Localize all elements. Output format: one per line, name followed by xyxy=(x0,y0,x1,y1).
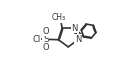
Text: N: N xyxy=(72,24,78,33)
Text: S: S xyxy=(43,35,49,44)
Text: O: O xyxy=(43,43,50,52)
Text: CH₃: CH₃ xyxy=(52,13,66,22)
Text: O: O xyxy=(43,27,50,36)
Text: Cl: Cl xyxy=(32,35,40,44)
Text: N: N xyxy=(75,35,81,44)
